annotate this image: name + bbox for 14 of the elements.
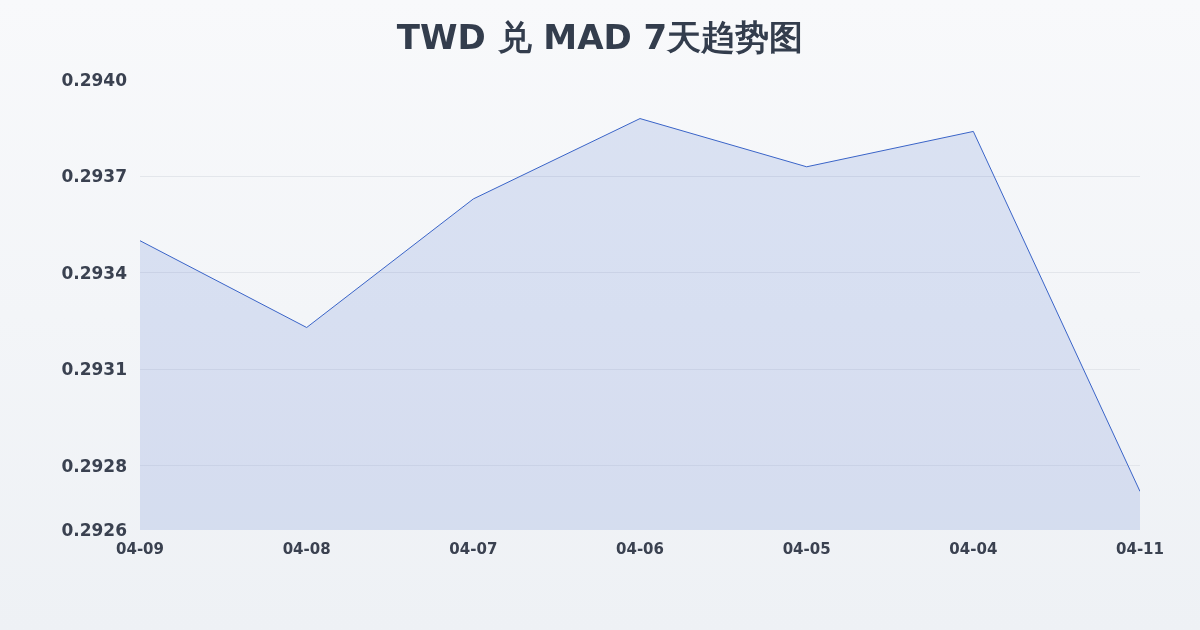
x-tick-label: 04-06 bbox=[616, 540, 664, 558]
y-tick-label: 0.2928 bbox=[61, 455, 127, 476]
x-tick-label: 04-09 bbox=[116, 540, 164, 558]
y-tick-label: 0.2934 bbox=[61, 262, 128, 283]
y-tick-label: 0.2937 bbox=[61, 166, 127, 187]
x-tick-label: 04-11 bbox=[1116, 540, 1164, 558]
x-tick-label: 04-07 bbox=[449, 540, 498, 558]
x-tick-label: 04-08 bbox=[282, 540, 331, 558]
y-tick-label: 0.2940 bbox=[61, 69, 128, 90]
y-tick-label: 0.2926 bbox=[61, 519, 127, 540]
chart-title: TWD 兑 MAD 7天趋势图 bbox=[396, 17, 804, 57]
x-tick-label: 04-04 bbox=[949, 540, 998, 558]
y-tick-label: 0.2931 bbox=[61, 359, 127, 380]
x-tick-label: 04-05 bbox=[782, 540, 831, 558]
